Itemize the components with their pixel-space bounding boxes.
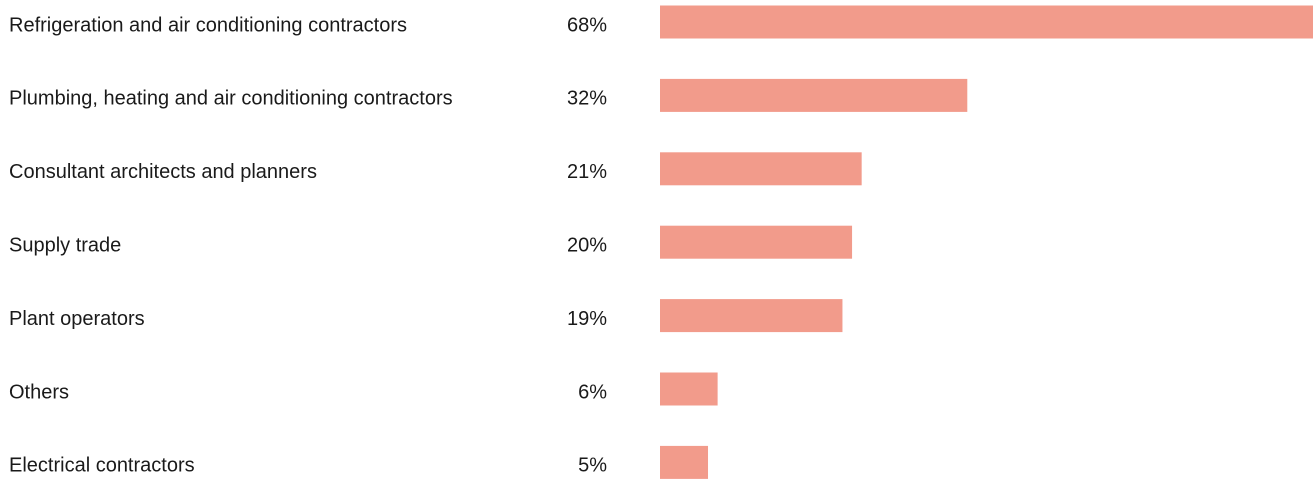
- category-label: Electrical contractors: [9, 455, 195, 477]
- category-label: Others: [9, 381, 69, 403]
- value-label: 19%: [567, 308, 607, 330]
- value-label: 20%: [567, 234, 607, 256]
- bar: [660, 225, 853, 259]
- bar: [660, 445, 709, 479]
- category-label: Plumbing, heating and air conditioning c…: [9, 88, 453, 110]
- category-label: Supply trade: [9, 234, 121, 256]
- value-label: 68%: [567, 14, 607, 36]
- category-label: Refrigeration and air conditioning contr…: [9, 14, 407, 36]
- bar: [660, 299, 843, 333]
- value-label: 5%: [578, 455, 607, 477]
- value-label: 21%: [567, 161, 607, 183]
- bar: [660, 372, 718, 406]
- bar: [660, 5, 1313, 39]
- value-label: 6%: [578, 381, 607, 403]
- category-label: Plant operators: [9, 308, 145, 330]
- value-label: 32%: [567, 88, 607, 110]
- category-label: Consultant architects and planners: [9, 161, 317, 183]
- bar: [660, 152, 862, 186]
- bar: [660, 78, 968, 112]
